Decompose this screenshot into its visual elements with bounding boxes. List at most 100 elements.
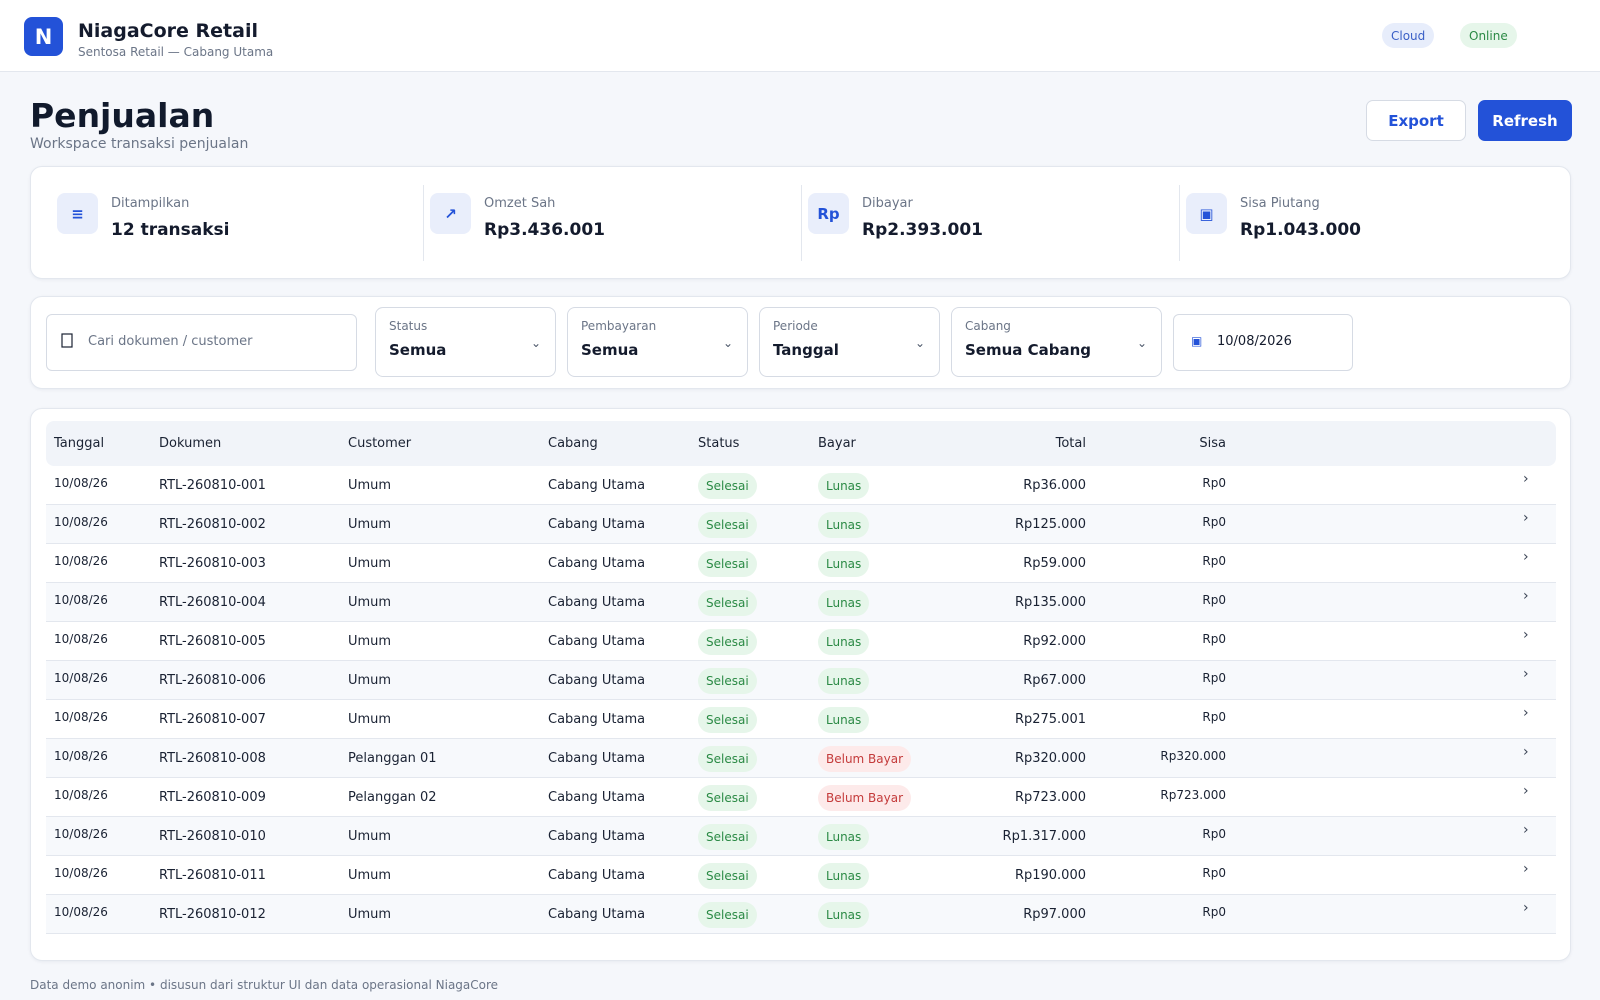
- search-icon: [61, 333, 77, 351]
- status-badge: Selesai: [698, 707, 757, 733]
- cell-remaining: Rp0: [1202, 866, 1226, 880]
- column-header-customer: Customer: [348, 436, 412, 451]
- select-label: Pembayaran: [581, 319, 657, 333]
- cell-remaining: Rp0: [1202, 827, 1226, 841]
- status-badge: Selesai: [698, 551, 757, 577]
- cell-total: Rp67.000: [1023, 673, 1086, 688]
- cell-customer: Umum: [348, 595, 392, 610]
- chevron-right-icon[interactable]: ›: [1523, 471, 1529, 487]
- chevron-down-icon: ⌄: [914, 336, 925, 350]
- column-header-document: Dokumen: [159, 436, 222, 451]
- cell-total: Rp135.000: [1014, 595, 1086, 610]
- stat-divider: [423, 185, 424, 261]
- chevron-right-icon[interactable]: ›: [1523, 822, 1529, 838]
- table-row[interactable]: 10/08/26 RTL-260810-012 Umum Cabang Utama Se…: [46, 895, 1556, 934]
- chevron-right-icon[interactable]: ›: [1523, 705, 1529, 721]
- refresh-button[interactable]: Refresh: [1478, 100, 1572, 141]
- status-badge: Selesai: [698, 512, 757, 538]
- chevron-right-icon[interactable]: ›: [1523, 627, 1529, 643]
- chevron-right-icon[interactable]: ›: [1523, 510, 1529, 526]
- table-row[interactable]: 10/08/26 RTL-260810-009 Pelanggan 02 Cabang…: [46, 778, 1556, 817]
- cell-document: RTL-260810-004: [159, 595, 266, 610]
- cell-date: 10/08/26: [54, 632, 108, 646]
- app-logo: N: [24, 17, 63, 56]
- export-button[interactable]: Export: [1366, 100, 1466, 141]
- cell-branch: Cabang Utama: [548, 478, 646, 493]
- cell-branch: Cabang Utama: [548, 751, 646, 766]
- cell-total: Rp275.001: [1014, 712, 1086, 727]
- cell-document: RTL-260810-007: [159, 712, 266, 727]
- payment-badge: Lunas: [818, 512, 870, 538]
- table-row[interactable]: 10/08/26 RTL-260810-004 Umum Cabang Utama Se…: [46, 583, 1556, 622]
- cell-remaining: Rp0: [1202, 710, 1226, 724]
- cell-document: RTL-260810-001: [159, 478, 266, 493]
- cell-remaining: Rp0: [1202, 515, 1226, 529]
- payment-badge: Lunas: [818, 863, 870, 889]
- status-badge: Selesai: [698, 785, 757, 811]
- app-subtitle: Sentosa Retail — Cabang Utama: [78, 45, 274, 59]
- table-row[interactable]: 10/08/26 RTL-260810-007 Umum Cabang Utama Se…: [46, 700, 1556, 739]
- table-row[interactable]: 10/08/26 RTL-260810-006 Umum Cabang Utama Se…: [46, 661, 1556, 700]
- cell-date: 10/08/26: [54, 515, 108, 529]
- cell-date: 10/08/26: [54, 788, 108, 802]
- payment-select[interactable]: Pembayaran Semua ⌄: [567, 307, 748, 377]
- chevron-right-icon[interactable]: ›: [1523, 744, 1529, 760]
- cell-remaining: Rp0: [1202, 632, 1226, 646]
- column-header-remaining: Sisa: [1199, 436, 1226, 451]
- cell-remaining: Rp0: [1202, 476, 1226, 490]
- table-row[interactable]: 10/08/26 RTL-260810-002 Umum Cabang Utama Se…: [46, 505, 1556, 544]
- column-header-status: Status: [698, 436, 740, 451]
- select-value: Semua Cabang: [965, 341, 1092, 359]
- cell-remaining: Rp0: [1202, 593, 1226, 607]
- cell-date: 10/08/26: [54, 749, 108, 763]
- chevron-right-icon[interactable]: ›: [1523, 549, 1529, 565]
- chevron-right-icon[interactable]: ›: [1523, 861, 1529, 877]
- cell-date: 10/08/26: [54, 827, 108, 841]
- search-input[interactable]: Cari dokumen / customer: [46, 314, 357, 371]
- column-header-branch: Cabang: [548, 436, 598, 451]
- chevron-down-icon: ⌄: [722, 336, 733, 350]
- trend-up-icon: ↗: [430, 193, 471, 234]
- table-header: Tanggal Dokumen Customer Cabang Status B…: [46, 421, 1556, 466]
- date-input[interactable]: ▣ 10/08/2026: [1173, 314, 1353, 371]
- status-select[interactable]: Status Semua ⌄: [375, 307, 556, 377]
- stat-value: Rp3.436.001: [484, 220, 605, 240]
- table-row[interactable]: 10/08/26 RTL-260810-011 Umum Cabang Utama Se…: [46, 856, 1556, 895]
- cell-customer: Umum: [348, 673, 392, 688]
- cell-total: Rp36.000: [1023, 478, 1086, 493]
- stat-revenue: ↗ Omzet Sah Rp3.436.001: [404, 167, 782, 280]
- chevron-right-icon[interactable]: ›: [1523, 588, 1529, 604]
- table-row[interactable]: 10/08/26 RTL-260810-008 Pelanggan 01 Cabang…: [46, 739, 1556, 778]
- cell-document: RTL-260810-009: [159, 790, 266, 805]
- top-bar: N NiagaCore Retail Sentosa Retail — Caba…: [0, 0, 1600, 72]
- cell-branch: Cabang Utama: [548, 517, 646, 532]
- cell-customer: Umum: [348, 829, 392, 844]
- cell-customer: Umum: [348, 907, 392, 922]
- page-subtitle: Workspace transaksi penjualan: [30, 136, 249, 152]
- table-row[interactable]: 10/08/26 RTL-260810-001 Umum Cabang Utama Se…: [46, 466, 1556, 505]
- list-icon: ≡: [57, 193, 98, 234]
- cell-customer: Pelanggan 02: [348, 790, 437, 805]
- status-badge: Selesai: [698, 668, 757, 694]
- chevron-right-icon[interactable]: ›: [1523, 666, 1529, 682]
- cell-total: Rp190.000: [1014, 868, 1086, 883]
- period-select[interactable]: Periode Tanggal ⌄: [759, 307, 940, 377]
- select-label: Status: [389, 319, 428, 333]
- chevron-right-icon[interactable]: ›: [1523, 783, 1529, 799]
- cell-total: Rp320.000: [1014, 751, 1086, 766]
- cell-date: 10/08/26: [54, 710, 108, 724]
- cell-date: 10/08/26: [54, 671, 108, 685]
- branch-select[interactable]: Cabang Semua Cabang ⌄: [951, 307, 1162, 377]
- payment-badge: Lunas: [818, 473, 870, 499]
- table-row[interactable]: 10/08/26 RTL-260810-005 Umum Cabang Utama Se…: [46, 622, 1556, 661]
- chevron-right-icon[interactable]: ›: [1523, 900, 1529, 916]
- cloud-badge: Cloud: [1382, 23, 1435, 48]
- cell-branch: Cabang Utama: [548, 712, 646, 727]
- table-row[interactable]: 10/08/26 RTL-260810-003 Umum Cabang Utama Se…: [46, 544, 1556, 583]
- cell-branch: Cabang Utama: [548, 556, 646, 571]
- table-row[interactable]: 10/08/26 RTL-260810-010 Umum Cabang Utama Se…: [46, 817, 1556, 856]
- status-badge: Selesai: [698, 473, 757, 499]
- date-value: 10/08/2026: [1217, 334, 1292, 349]
- cell-branch: Cabang Utama: [548, 673, 646, 688]
- cell-date: 10/08/26: [54, 554, 108, 568]
